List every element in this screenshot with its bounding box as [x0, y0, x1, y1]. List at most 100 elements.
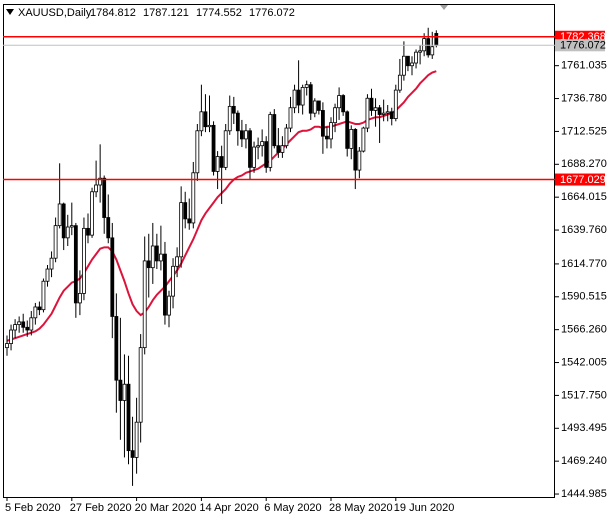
candle-body — [114, 316, 119, 381]
candle-body — [341, 95, 346, 113]
candle-body — [102, 177, 107, 218]
candle-body — [98, 177, 103, 186]
candle-body — [316, 100, 321, 111]
candle-body — [13, 324, 18, 331]
candle-body — [94, 184, 98, 193]
candle-body — [219, 156, 224, 168]
candle-body — [82, 227, 86, 294]
candle-body — [361, 127, 366, 152]
candle-body — [320, 110, 325, 137]
y-tick-label: 1614.770 — [561, 258, 607, 270]
candle-body — [345, 111, 350, 149]
candle-body — [191, 172, 196, 224]
candle-body — [49, 257, 54, 270]
candle-body — [138, 347, 143, 423]
candle-body — [256, 145, 261, 148]
y-tick-label: 1664.015 — [561, 191, 607, 203]
candle-body — [337, 95, 342, 109]
current-price-box — [555, 39, 605, 52]
y-tick-label: 1712.525 — [561, 125, 607, 137]
candle-body — [365, 97, 370, 129]
y-tick-label: 1517.750 — [561, 389, 607, 401]
candle-body — [377, 107, 382, 115]
y-tick-label: 1761.035 — [561, 60, 607, 72]
price-label: 1677.029 — [560, 174, 606, 186]
x-tick-label: 27 Feb 2020 — [70, 502, 132, 514]
candle-body — [304, 84, 309, 88]
candle-body — [422, 38, 427, 52]
y-tick-label: 1590.515 — [561, 291, 607, 303]
y-tick-label: 1542.005 — [561, 356, 607, 368]
candle-body — [264, 141, 269, 168]
candle-body — [118, 379, 123, 401]
candle-body — [163, 253, 167, 316]
candle-body — [146, 260, 151, 269]
candle-body — [86, 227, 90, 236]
x-tick-label: 14 Apr 2020 — [199, 502, 258, 514]
candle-body — [430, 46, 435, 56]
candle-body — [73, 225, 78, 304]
candle-body — [406, 55, 410, 67]
candle-body — [41, 280, 46, 311]
current-price-label: 1776.072 — [560, 40, 606, 52]
candle-body — [211, 124, 216, 172]
candle-body — [171, 265, 175, 297]
candle-body — [187, 218, 192, 224]
x-tick-label: 20 Mar 2020 — [135, 502, 197, 514]
y-tick-label: 1444.985 — [561, 488, 607, 500]
candle-body — [207, 124, 212, 128]
plot-frame — [3, 4, 555, 498]
candle-body — [25, 326, 30, 331]
candle-body — [252, 146, 256, 168]
candle-body — [199, 111, 204, 132]
candle-body — [239, 130, 244, 140]
candle-body — [154, 245, 159, 262]
x-tick-label: 19 Jun 2020 — [394, 502, 455, 514]
candle-body — [195, 130, 200, 174]
candle-body — [397, 74, 402, 91]
header-high: 1787.121 — [143, 7, 189, 19]
candle-body — [292, 89, 297, 109]
x-tick-label: 5 Feb 2020 — [5, 502, 61, 514]
candle-body — [393, 89, 398, 119]
candle-body — [418, 50, 423, 53]
candle-body — [227, 105, 232, 132]
candle-body — [167, 295, 171, 316]
candle-body — [300, 87, 305, 106]
candle-body — [312, 100, 317, 114]
candle-body — [248, 130, 252, 168]
price-label-box — [555, 173, 605, 186]
candle-body — [373, 107, 378, 111]
candle-body — [349, 129, 354, 149]
candle-body — [17, 321, 22, 325]
candle-body — [61, 203, 66, 239]
candle-body — [426, 38, 431, 56]
candle-body — [203, 111, 208, 128]
candle-body — [276, 145, 281, 153]
candle-body — [268, 114, 273, 168]
candle-body — [357, 150, 362, 171]
candle-body — [260, 141, 265, 147]
candle-body — [272, 114, 277, 147]
y-tick-label: 1736.780 — [561, 92, 607, 104]
header-close: 1776.072 — [249, 7, 295, 19]
candle-body — [158, 253, 163, 262]
candle-body — [296, 89, 301, 106]
header-open: 1784.812 — [90, 7, 136, 19]
shift-marker — [440, 5, 448, 10]
candle-body — [244, 130, 248, 140]
y-tick-label: 1688.270 — [561, 158, 607, 170]
candle-body — [175, 256, 180, 267]
candle-body — [333, 107, 337, 124]
candle-body — [33, 306, 38, 319]
candle-body — [389, 111, 394, 119]
chart-title: XAUUSD,Daily — [18, 7, 92, 19]
candle-body — [414, 51, 418, 64]
candle-body — [410, 62, 414, 67]
candle-body — [21, 321, 26, 328]
candle-body — [45, 268, 50, 282]
candle-body — [231, 105, 236, 114]
candle-body — [385, 111, 390, 114]
